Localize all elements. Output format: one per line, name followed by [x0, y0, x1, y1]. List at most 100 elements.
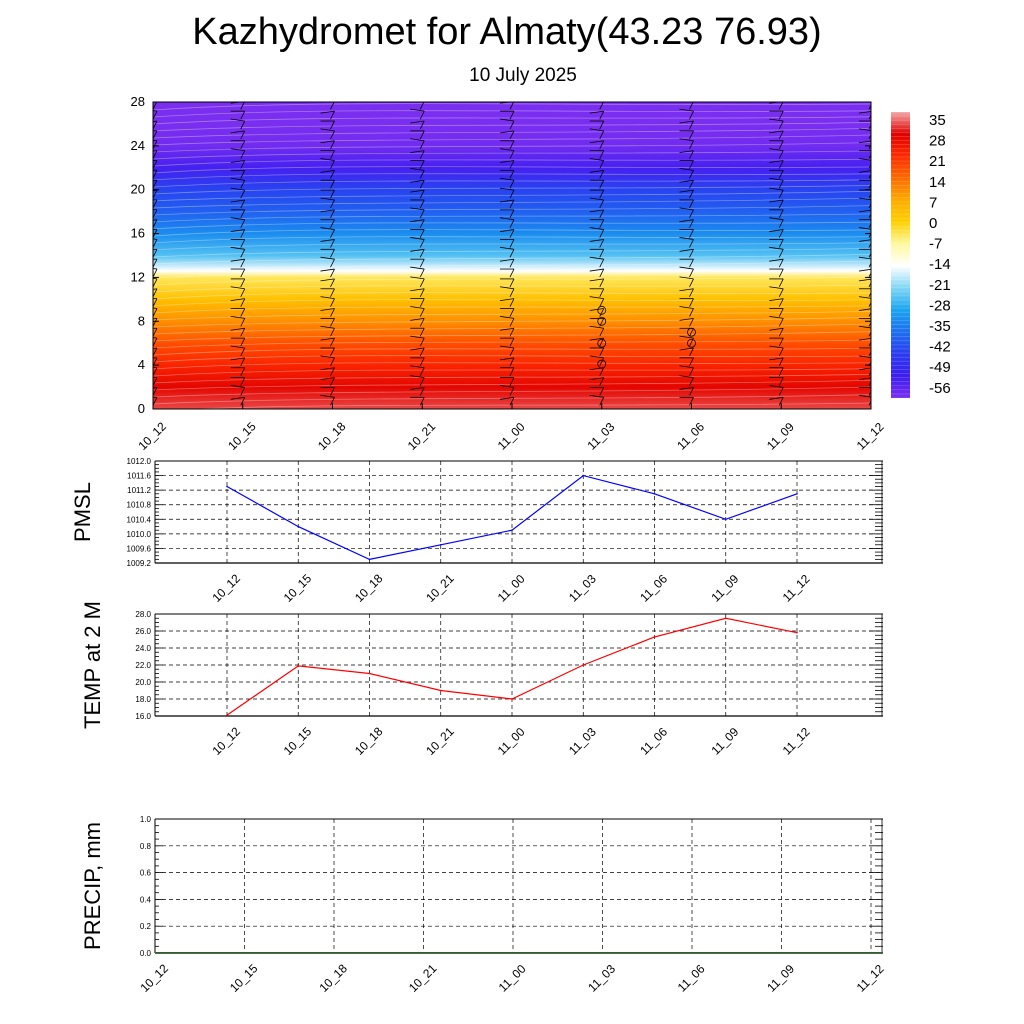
- xtick-label: 11_12: [780, 572, 813, 605]
- wind-barb: [778, 150, 784, 159]
- y-axis-title: PRECIP, mm: [80, 822, 105, 950]
- wind-barb: [689, 140, 694, 149]
- contour-line: [153, 386, 871, 398]
- wind-barb: [230, 148, 245, 152]
- chart-title: Kazhydromet for Almaty(43.23 76.93): [192, 11, 822, 53]
- wind-barb: [778, 367, 784, 376]
- wind-barb: [240, 387, 246, 396]
- wind-barb: [599, 387, 605, 396]
- data-point: [582, 664, 585, 666]
- wind-barb: [320, 140, 335, 144]
- pmsl-panel: 1009.2 1009.6 1010.0 1010.4 1010.8 1011.2 1011…: [70, 457, 883, 605]
- wind-barb: [868, 242, 871, 248]
- wind-barb: [599, 367, 605, 376]
- wind-barb: [599, 308, 605, 317]
- wind-barb: [419, 249, 425, 258]
- wind-barb: [679, 108, 694, 112]
- wind-barb: [153, 120, 158, 123]
- wind-barb: [410, 306, 425, 309]
- wind-barb: [230, 229, 245, 232]
- calm-circle: [687, 327, 696, 337]
- wind-barb: [769, 286, 784, 290]
- contour-line: [153, 268, 871, 279]
- wind-barb: [230, 258, 245, 262]
- xtick-label: 11_00: [495, 572, 528, 605]
- ytick-label: 1009.2: [127, 559, 152, 568]
- wind-barb: [153, 238, 158, 240]
- wind-barb: [410, 266, 425, 270]
- wind-barb: [599, 189, 605, 199]
- wind-barb: [419, 199, 425, 209]
- wind-barb: [153, 139, 158, 142]
- wind-barb: [599, 258, 605, 268]
- wind-barb: [153, 258, 158, 268]
- wind-barb: [689, 318, 694, 327]
- contour-line: [153, 276, 871, 286]
- wind-barb: [153, 239, 158, 248]
- wind-barb: [419, 298, 425, 307]
- wind-barb: [240, 308, 246, 317]
- wind-barb: [868, 163, 871, 169]
- wind-barb: [419, 140, 425, 149]
- wind-barb: [778, 288, 784, 297]
- wind-barb: [509, 347, 515, 357]
- wind-barb: [240, 357, 246, 367]
- wind-barb: [330, 328, 335, 337]
- wind-barb: [410, 288, 425, 292]
- wind-barb: [509, 268, 515, 278]
- wind-barb: [320, 268, 335, 272]
- wind-barb: [499, 357, 515, 361]
- wind-barb: [679, 167, 694, 171]
- ytick-label: 0.0: [140, 949, 152, 958]
- wind-barb: [868, 390, 871, 396]
- wind-barb: [509, 337, 515, 347]
- wind-barb: [769, 315, 784, 319]
- wind-barb: [589, 278, 604, 282]
- heat-xtick-label: 11_03: [584, 420, 617, 453]
- wind-barb: [689, 102, 694, 110]
- wind-barb: [153, 366, 158, 369]
- wind-barb: [320, 325, 335, 329]
- wind-barb: [330, 278, 335, 288]
- wind-barb: [419, 219, 425, 228]
- wind-barb: [679, 266, 694, 270]
- contour-line: [185, 402, 871, 409]
- contour-line: [153, 122, 871, 132]
- wind-barb: [153, 189, 158, 192]
- wind-barb: [410, 335, 425, 339]
- wind-barb: [153, 110, 158, 112]
- wind-barb: [320, 256, 335, 260]
- wind-barb: [689, 387, 694, 396]
- wind-barb: [320, 128, 335, 132]
- wind-barb: [330, 397, 335, 406]
- wind-barb: [769, 148, 784, 152]
- contour-line: [153, 173, 871, 181]
- wind-barb: [499, 327, 515, 331]
- wind-barb: [778, 397, 784, 406]
- colorbar-label: 7: [929, 194, 937, 211]
- wind-barb: [230, 298, 245, 302]
- wind-barb: [599, 397, 605, 406]
- wind-barb: [689, 160, 694, 169]
- precip-panel: 0.0 0.2 0.4 0.6 0.8 1.0 10_12 10_15 10_18 10_21 11…: [80, 815, 887, 995]
- contour-line: [153, 247, 871, 258]
- wind-barb: [868, 301, 871, 307]
- wind-barb: [778, 298, 784, 307]
- wind-barb: [240, 397, 246, 406]
- wind-barb: [509, 102, 515, 110]
- contour-line: [153, 134, 871, 146]
- wind-barb: [499, 148, 515, 152]
- wind-barb: [689, 367, 694, 376]
- wind-barb: [419, 120, 425, 130]
- wind-barb: [778, 102, 784, 110]
- wind-barb: [599, 199, 605, 209]
- wind-barb: [153, 277, 158, 280]
- colorbar-label: -49: [929, 359, 951, 376]
- wind-barb: [230, 357, 245, 361]
- wind-barb: [599, 102, 604, 110]
- wind-barb: [679, 347, 694, 351]
- heat-ytick-label: 0: [138, 401, 145, 416]
- wind-barb: [153, 150, 158, 159]
- wind-barb: [153, 288, 158, 290]
